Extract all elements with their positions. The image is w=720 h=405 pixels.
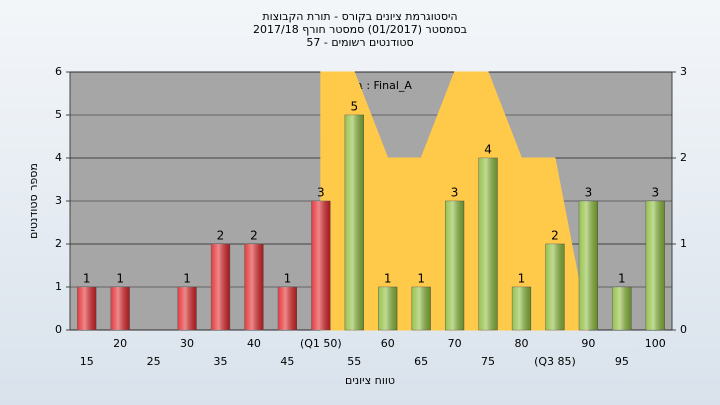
x-tick-label: (Q1 50) bbox=[300, 337, 342, 350]
x-tick-label: 45 bbox=[280, 355, 294, 368]
bar-shine bbox=[512, 287, 531, 330]
bar-shine bbox=[612, 287, 632, 330]
data-label: 3 bbox=[451, 186, 459, 200]
bar-shine bbox=[478, 158, 498, 330]
x-tick-label: 25 bbox=[147, 355, 161, 368]
y-tick-label: 1 bbox=[55, 280, 62, 293]
data-label: 1 bbox=[618, 272, 626, 286]
data-label: 1 bbox=[518, 272, 526, 286]
chart-subtitle: בסמסטר (01/2017) סמסטר חורף 2017/18 bbox=[253, 23, 467, 36]
chart-subtitle: סטודנטים רשומים - 57 bbox=[306, 36, 413, 49]
bar-shine bbox=[77, 287, 97, 330]
data-label: 2 bbox=[217, 229, 225, 243]
data-label: 3 bbox=[651, 186, 659, 200]
bar-shine bbox=[344, 115, 364, 330]
data-label: 5 bbox=[350, 100, 358, 114]
bar-shine bbox=[378, 287, 398, 330]
bar-shine bbox=[411, 287, 431, 330]
x-tick-label: (Q3 85) bbox=[534, 355, 576, 368]
y2-tick-label: 3 bbox=[680, 65, 687, 78]
y-axis-label: מספר סטודנטים bbox=[27, 163, 40, 239]
bar-shine bbox=[278, 287, 297, 330]
y-tick-label: 4 bbox=[55, 151, 62, 164]
y-tick-label: 0 bbox=[55, 323, 62, 336]
x-tick-label: 30 bbox=[180, 337, 194, 350]
y2-tick-label: 2 bbox=[680, 151, 687, 164]
x-tick-label: 35 bbox=[214, 355, 228, 368]
y2-tick-label: 1 bbox=[680, 237, 687, 250]
bar-shine bbox=[311, 201, 331, 330]
x-axis-label: טווח ציונים bbox=[345, 374, 395, 387]
bar-shine bbox=[244, 244, 264, 330]
bar-shine bbox=[545, 244, 565, 330]
x-tick-label: 95 bbox=[615, 355, 629, 368]
y2-tick-label: 0 bbox=[680, 323, 687, 336]
x-tick-label: 100 bbox=[645, 337, 666, 350]
x-tick-label: 90 bbox=[581, 337, 595, 350]
data-label: 3 bbox=[585, 186, 593, 200]
data-label: 2 bbox=[250, 229, 258, 243]
data-label: 1 bbox=[284, 272, 292, 286]
x-tick-label: 55 bbox=[347, 355, 361, 368]
bar-shine bbox=[177, 287, 197, 330]
bar-shine bbox=[579, 201, 598, 330]
data-label: 4 bbox=[484, 143, 492, 157]
x-tick-label: 70 bbox=[448, 337, 462, 350]
y-tick-label: 2 bbox=[55, 237, 62, 250]
bar-shine bbox=[445, 201, 464, 330]
data-label: 1 bbox=[116, 272, 124, 286]
y-tick-label: 6 bbox=[55, 65, 62, 78]
chart-title: היסטוגרמת ציונים בקורס - תורת הקבוצות bbox=[262, 10, 457, 23]
bar-shine bbox=[645, 201, 665, 330]
data-label: 1 bbox=[83, 272, 91, 286]
x-tick-label: 65 bbox=[414, 355, 428, 368]
data-label: 3 bbox=[317, 186, 325, 200]
data-label: 1 bbox=[183, 272, 191, 286]
bar-shine bbox=[110, 287, 130, 330]
x-tick-label: 15 bbox=[80, 355, 94, 368]
data-label: 2 bbox=[551, 229, 559, 243]
x-tick-label: 20 bbox=[113, 337, 127, 350]
bar-shine bbox=[211, 244, 230, 330]
y-tick-label: 5 bbox=[55, 108, 62, 121]
data-label: 1 bbox=[417, 272, 425, 286]
x-tick-label: 75 bbox=[481, 355, 495, 368]
x-tick-label: 40 bbox=[247, 337, 261, 350]
y-tick-label: 3 bbox=[55, 194, 62, 207]
data-label: 1 bbox=[384, 272, 392, 286]
x-tick-label: 80 bbox=[515, 337, 529, 350]
x-tick-label: 60 bbox=[381, 337, 395, 350]
